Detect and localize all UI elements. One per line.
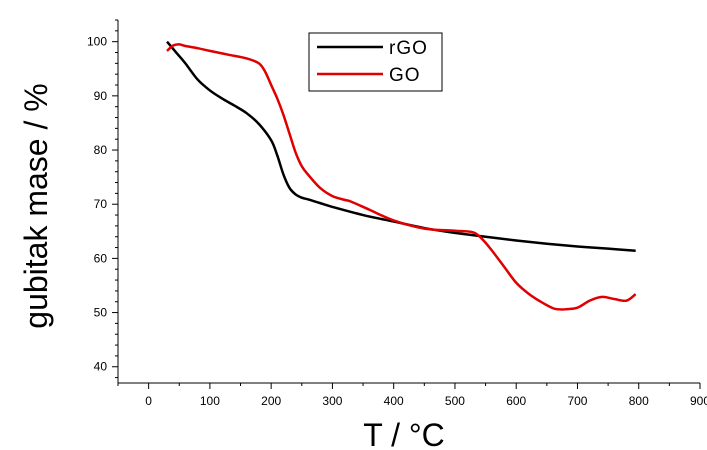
x-tick-label: 200 xyxy=(261,394,281,408)
legend-label-rgo: rGO xyxy=(389,38,428,59)
y-tick-label: 90 xyxy=(94,89,108,103)
x-tick-label: 400 xyxy=(384,394,404,408)
legend: rGO GO xyxy=(308,32,443,92)
x-tick-label: 100 xyxy=(200,394,220,408)
ticks: 0 100 200 300 400 500 600 700 800 900 40 50 60 70 80 90… xyxy=(87,19,707,408)
y-tick-label: 80 xyxy=(94,143,108,157)
x-tick-label: 500 xyxy=(445,394,465,408)
series-layer xyxy=(166,40,637,311)
legend-box xyxy=(308,32,443,92)
y-tick-label: 60 xyxy=(94,251,108,265)
y-tick-label: 50 xyxy=(94,306,108,320)
axes xyxy=(117,20,700,384)
y-tick-label: 100 xyxy=(87,35,107,49)
x-axis-title: T / °C xyxy=(363,417,445,450)
x-tick-label: 300 xyxy=(322,394,342,408)
x-tick-label: 800 xyxy=(629,394,649,408)
series-line-rgo xyxy=(166,40,636,253)
y-tick-label: 40 xyxy=(94,360,108,374)
x-tick-label: 900 xyxy=(690,394,707,408)
series-line-go xyxy=(166,43,637,311)
x-tick-label: 0 xyxy=(145,394,152,408)
x-tick-label: 600 xyxy=(506,394,526,408)
y-tick-label: 70 xyxy=(94,197,108,211)
legend-label-go: GO xyxy=(389,65,421,86)
x-tick-label: 700 xyxy=(567,394,587,408)
y-axis-title: gubitak mase / % xyxy=(18,83,54,328)
